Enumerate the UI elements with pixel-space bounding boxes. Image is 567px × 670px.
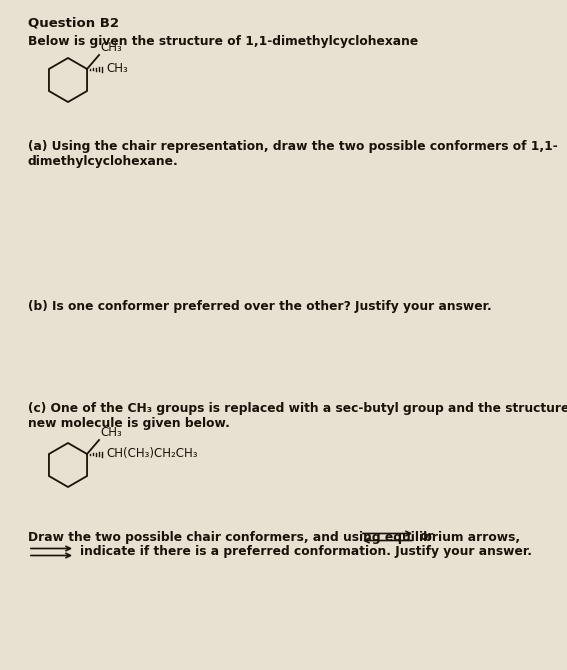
Text: Draw the two possible chair conformers, and using equilibrium arrows,: Draw the two possible chair conformers, … <box>28 531 520 543</box>
Text: or: or <box>420 531 434 543</box>
Text: (b) Is one conformer preferred over the other? Justify your answer.: (b) Is one conformer preferred over the … <box>28 300 492 313</box>
Text: CH₃: CH₃ <box>100 41 122 54</box>
Text: new molecule is given below.: new molecule is given below. <box>28 417 230 430</box>
Text: dimethylcyclohexane.: dimethylcyclohexane. <box>28 155 179 168</box>
Text: indicate if there is a preferred conformation. Justify your answer.: indicate if there is a preferred conform… <box>80 545 532 559</box>
Text: CH₃: CH₃ <box>100 426 122 439</box>
Text: CH₃: CH₃ <box>106 62 128 76</box>
Text: (a) Using the chair representation, draw the two possible conformers of 1,1-: (a) Using the chair representation, draw… <box>28 140 558 153</box>
Text: Question B2: Question B2 <box>28 17 119 30</box>
Text: CH(CH₃)CH₂CH₃: CH(CH₃)CH₂CH₃ <box>106 448 197 460</box>
Text: (c) One of the CH₃ groups is replaced with a sec-butyl group and the structure o: (c) One of the CH₃ groups is replaced wi… <box>28 402 567 415</box>
Text: Below is given the structure of 1,1-dimethylcyclohexane: Below is given the structure of 1,1-dime… <box>28 35 418 48</box>
